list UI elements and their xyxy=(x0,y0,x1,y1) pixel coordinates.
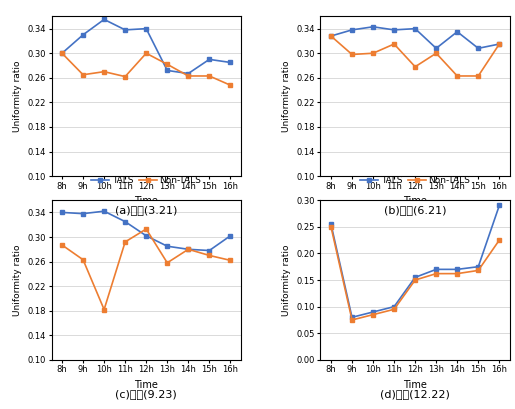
Non-TALS xyxy=(496,42,503,47)
Non-TALS xyxy=(101,307,107,312)
TALS xyxy=(412,275,418,280)
TALS xyxy=(433,46,439,51)
Non-TALS xyxy=(349,317,355,322)
Non-TALS xyxy=(475,74,482,79)
TALS xyxy=(80,32,86,37)
Non-TALS xyxy=(185,74,192,79)
TALS xyxy=(475,264,482,269)
TALS xyxy=(206,248,212,253)
Non-TALS xyxy=(59,51,65,56)
Non-TALS xyxy=(328,224,334,229)
Non-TALS xyxy=(475,268,482,273)
TALS xyxy=(454,29,460,34)
TALS xyxy=(433,267,439,272)
TALS xyxy=(349,27,355,32)
Legend: TALS, Non-TALS: TALS, Non-TALS xyxy=(88,173,205,189)
TALS xyxy=(143,26,149,31)
Non-TALS xyxy=(496,238,503,243)
Non-TALS xyxy=(143,51,149,56)
Non-TALS xyxy=(412,64,418,69)
Non-TALS xyxy=(370,51,376,56)
TALS xyxy=(391,304,397,309)
Non-TALS xyxy=(328,34,334,38)
TALS xyxy=(370,310,376,315)
TALS xyxy=(143,233,149,238)
TALS xyxy=(475,46,482,51)
Non-TALS xyxy=(391,307,397,312)
X-axis label: Time: Time xyxy=(134,196,158,206)
Y-axis label: Uniformity ratio: Uniformity ratio xyxy=(13,244,22,316)
TALS xyxy=(454,267,460,272)
TALS xyxy=(370,25,376,29)
X-axis label: Time: Time xyxy=(403,380,427,390)
TALS xyxy=(80,211,86,216)
Non-TALS xyxy=(122,239,128,244)
Non-TALS xyxy=(454,271,460,276)
Line: Non-TALS: Non-TALS xyxy=(60,51,233,88)
Line: TALS: TALS xyxy=(329,203,502,320)
X-axis label: Time: Time xyxy=(134,380,158,390)
Y-axis label: Uniformity ratio: Uniformity ratio xyxy=(282,61,291,132)
Y-axis label: Uniformity ratio: Uniformity ratio xyxy=(13,61,22,132)
Non-TALS xyxy=(433,271,439,276)
Non-TALS xyxy=(227,258,233,263)
Line: Non-TALS: Non-TALS xyxy=(329,224,502,322)
Non-TALS xyxy=(185,247,192,252)
Non-TALS xyxy=(206,253,212,258)
Legend: TALS, Non-TALS: TALS, Non-TALS xyxy=(88,0,205,5)
Text: (c)추분(9.23): (c)추분(9.23) xyxy=(115,389,177,398)
Non-TALS xyxy=(454,74,460,79)
Non-TALS xyxy=(206,74,212,79)
Non-TALS xyxy=(164,62,170,67)
Non-TALS xyxy=(412,278,418,283)
TALS xyxy=(122,27,128,32)
Non-TALS xyxy=(101,69,107,74)
Line: TALS: TALS xyxy=(60,209,233,253)
X-axis label: Time: Time xyxy=(403,196,427,206)
Non-TALS xyxy=(164,261,170,265)
TALS xyxy=(185,247,192,252)
Non-TALS xyxy=(370,312,376,317)
TALS xyxy=(101,209,107,213)
TALS xyxy=(349,315,355,320)
TALS xyxy=(206,57,212,62)
TALS xyxy=(328,222,334,227)
Line: Non-TALS: Non-TALS xyxy=(60,227,233,312)
Legend: TALS, Non-TALS: TALS, Non-TALS xyxy=(356,0,474,5)
Y-axis label: Uniformity ratio: Uniformity ratio xyxy=(282,244,291,316)
Non-TALS xyxy=(143,227,149,231)
TALS xyxy=(164,244,170,249)
TALS xyxy=(496,42,503,47)
TALS xyxy=(328,34,334,38)
Line: TALS: TALS xyxy=(329,25,502,51)
TALS xyxy=(122,219,128,224)
Legend: TALS, Non-TALS: TALS, Non-TALS xyxy=(356,173,474,189)
TALS xyxy=(164,68,170,73)
TALS xyxy=(59,210,65,215)
Non-TALS xyxy=(80,257,86,262)
Text: (d)동지(12.22): (d)동지(12.22) xyxy=(380,389,450,398)
Line: TALS: TALS xyxy=(60,17,233,76)
TALS xyxy=(496,203,503,208)
Non-TALS xyxy=(227,83,233,88)
TALS xyxy=(185,71,192,76)
Non-TALS xyxy=(80,72,86,77)
TALS xyxy=(227,233,233,238)
TALS xyxy=(412,26,418,31)
Line: Non-TALS: Non-TALS xyxy=(329,34,502,79)
Text: (b)하지(6.21): (b)하지(6.21) xyxy=(384,205,447,215)
Text: (a)춘분(3.21): (a)춘분(3.21) xyxy=(115,205,177,215)
Non-TALS xyxy=(122,74,128,79)
Non-TALS xyxy=(349,52,355,57)
TALS xyxy=(227,60,233,65)
Non-TALS xyxy=(59,243,65,247)
TALS xyxy=(59,51,65,56)
TALS xyxy=(391,27,397,32)
Non-TALS xyxy=(433,51,439,56)
Non-TALS xyxy=(391,42,397,47)
TALS xyxy=(101,17,107,22)
